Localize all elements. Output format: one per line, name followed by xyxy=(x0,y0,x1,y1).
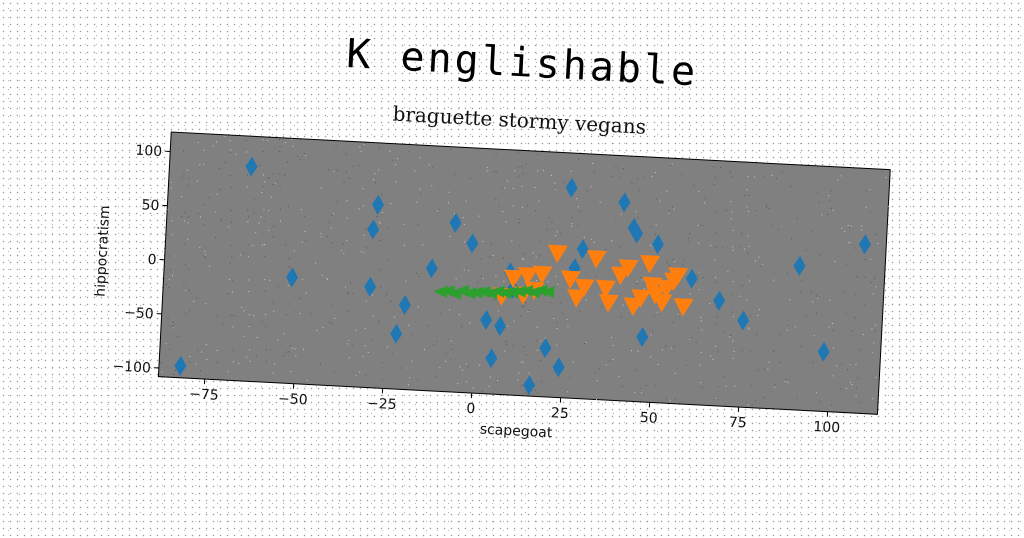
x-tick-label-2: −25 xyxy=(367,396,397,414)
y-tick-label-2: 0 xyxy=(147,252,157,268)
x-tick-label-1: −50 xyxy=(278,391,308,409)
x-tick-label-6: 75 xyxy=(728,415,747,432)
x-tick-label-5: 50 xyxy=(639,410,658,427)
y-tick-label-0: −100 xyxy=(112,359,151,377)
y-tick-label-3: 50 xyxy=(141,197,160,214)
x-tick-label-3: 0 xyxy=(466,401,476,417)
x-axis-label: scapegoat xyxy=(479,422,553,442)
y-axis-label: hippocratism xyxy=(93,205,114,297)
x-tick-label-0: −75 xyxy=(189,386,219,404)
x-tick-label-4: 25 xyxy=(550,405,569,422)
y-tick-label-4: 100 xyxy=(135,143,163,160)
x-tick-label-7: 100 xyxy=(813,419,841,436)
y-tick-label-1: −50 xyxy=(124,305,154,323)
